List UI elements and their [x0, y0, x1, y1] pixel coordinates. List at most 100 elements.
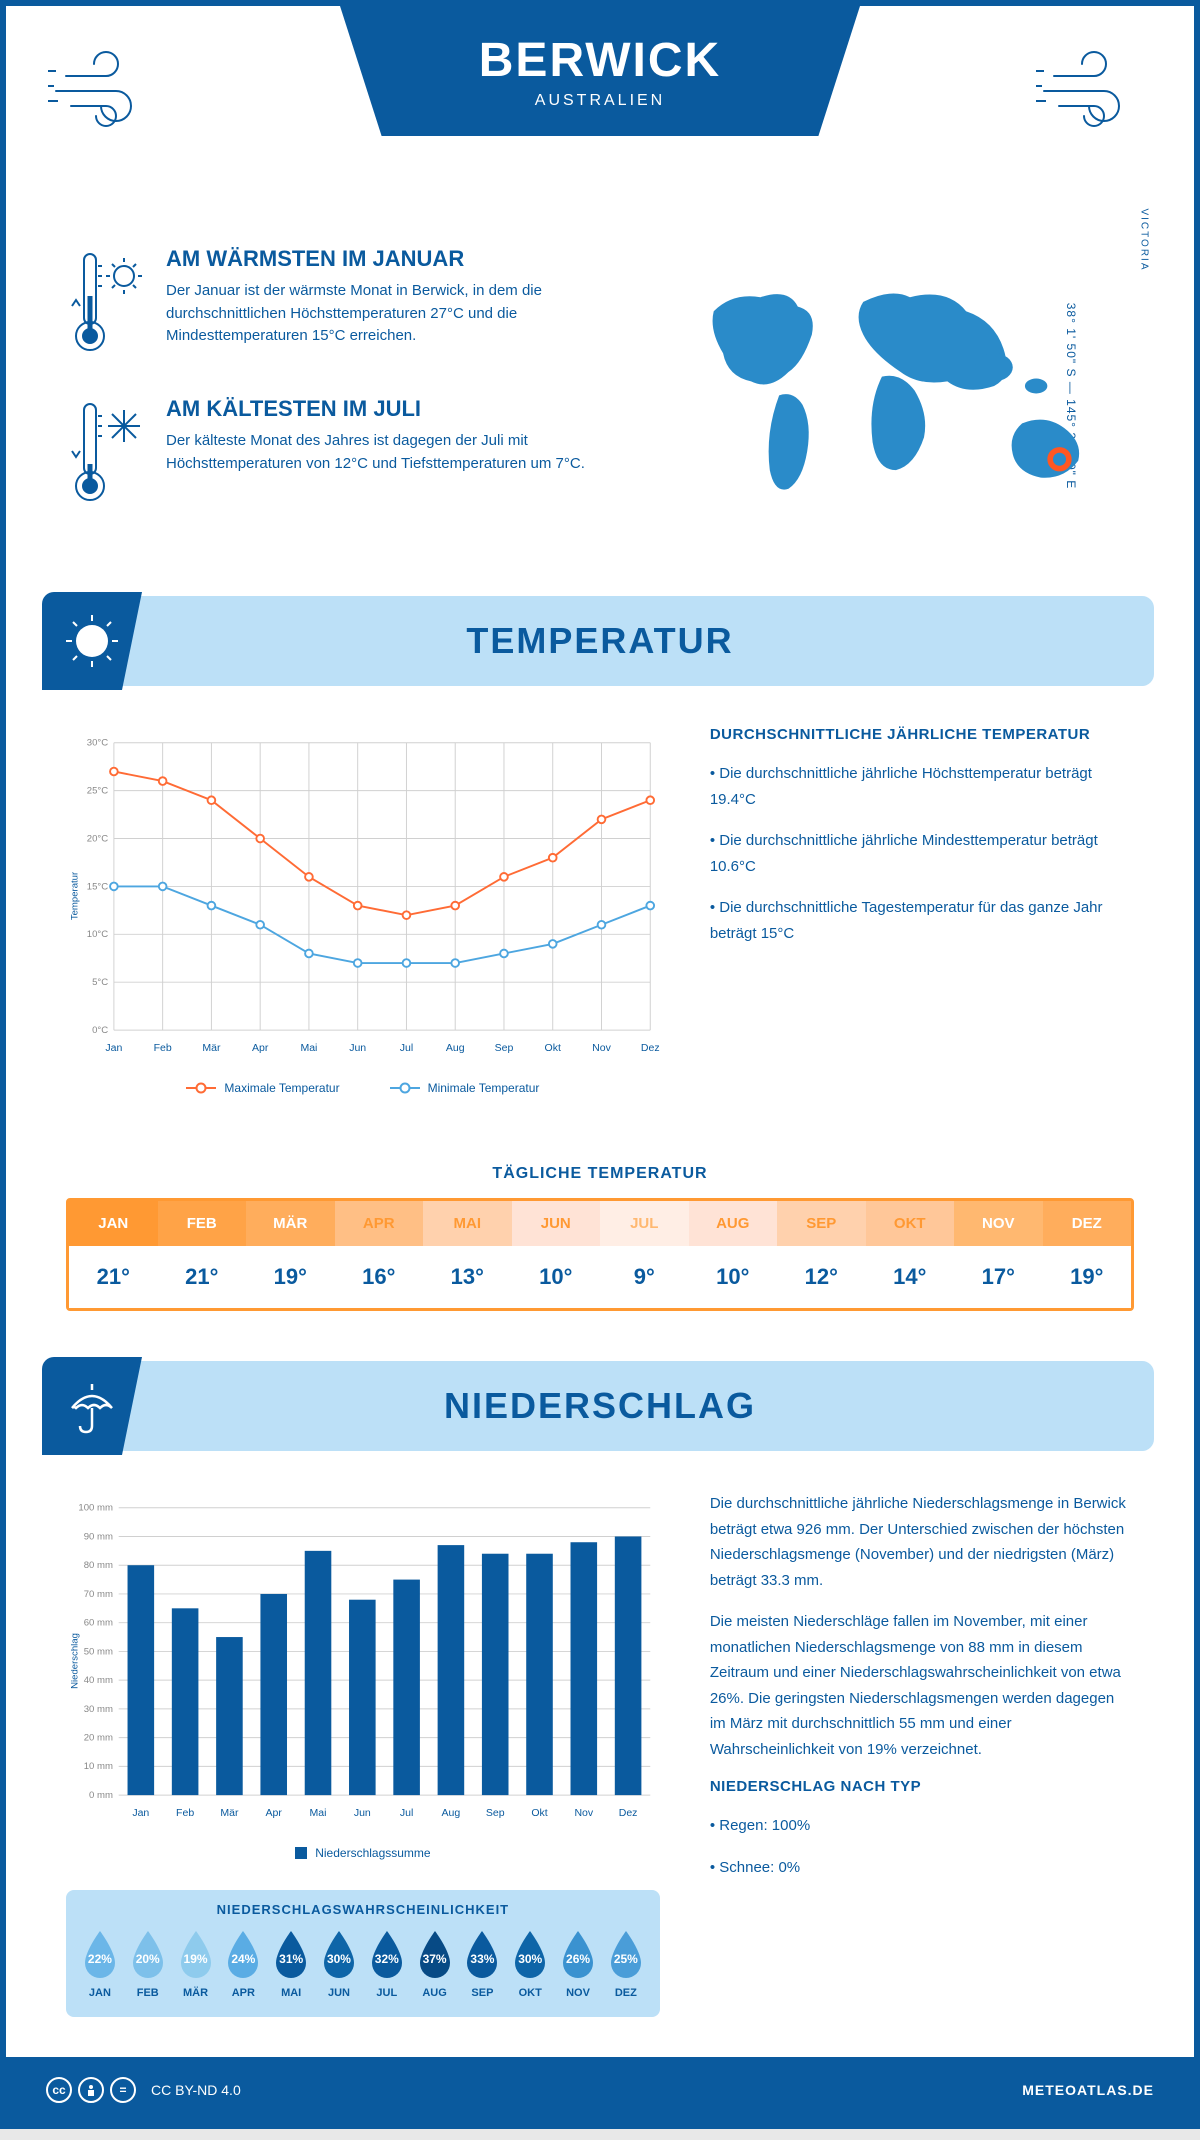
probability-item: 32% JUL [363, 1929, 411, 1999]
temp-value: 12° [777, 1246, 866, 1308]
probability-item: 20%FEB [124, 1929, 172, 1999]
svg-text:80 mm: 80 mm [84, 1560, 113, 1571]
temp-cell: JUN10° [512, 1201, 601, 1308]
map-column: VICTORIA 38° 1' 50" S — 145° 20' 50" E [667, 246, 1134, 546]
svg-text:Jun: Jun [354, 1807, 371, 1819]
drop-icon: 30% [509, 1929, 551, 1981]
svg-text:Sep: Sep [486, 1807, 505, 1819]
probability-month: MAI [267, 1987, 315, 1999]
info-title: DURCHSCHNITTLICHE JÄHRLICHE TEMPERATUR [710, 726, 1134, 743]
temperature-line-chart: 0°C5°C10°C15°C20°C25°C30°CJanFebMärAprMa… [66, 726, 660, 1066]
info-item: Die durchschnittliche Tagestemperatur fü… [710, 895, 1134, 946]
svg-text:Mai: Mai [310, 1807, 327, 1819]
probability-item: 30%OKT [506, 1929, 554, 1999]
probability-item: 19% MÄR [172, 1929, 220, 1999]
temp-cell: AUG10° [689, 1201, 778, 1308]
facts-section: AM WÄRMSTEN IM JANUAR Der Januar ist der… [6, 206, 1194, 596]
temp-month-label: DEZ [1043, 1201, 1132, 1246]
info-paragraph: Die durchschnittliche jährliche Niedersc… [710, 1491, 1134, 1593]
svg-text:30 mm: 30 mm [84, 1704, 113, 1715]
wind-icon [46, 36, 166, 141]
temp-cell: OKT14° [866, 1201, 955, 1308]
info-list: Regen: 100%Schnee: 0% [710, 1813, 1134, 1880]
temp-value: 16° [335, 1246, 424, 1308]
legend-max: Maximale Temperatur [186, 1081, 339, 1095]
probability-item: 22%JAN [76, 1929, 124, 1999]
svg-text:Jun: Jun [349, 1042, 366, 1054]
drop-icon: 32% [366, 1929, 408, 1981]
drop-icon: 25% [605, 1929, 647, 1981]
cc-icons: cc = [46, 2077, 136, 2103]
fact-description: Der Januar ist der wärmste Monat in Berw… [166, 280, 627, 348]
drop-icon: 37% [414, 1929, 456, 1981]
temp-value: 10° [689, 1246, 778, 1308]
precipitation-info: Die durchschnittliche jährliche Niedersc… [710, 1491, 1134, 2017]
site-name: METEOATLAS.DE [1022, 2082, 1154, 2098]
svg-text:15°C: 15°C [87, 881, 108, 892]
probability-row: 22%JAN20%FEB19%MÄR24%APR31%MAI30%JUN32%J… [66, 1929, 660, 1999]
svg-text:Aug: Aug [442, 1807, 461, 1819]
by-icon [78, 2077, 104, 2103]
svg-text:Feb: Feb [176, 1807, 194, 1819]
info-paragraph: Die meisten Niederschläge fallen im Nove… [710, 1609, 1134, 1762]
temp-value: 21° [69, 1246, 158, 1308]
temp-month-label: FEB [158, 1201, 247, 1246]
drop-icon: 22% [79, 1929, 121, 1981]
probability-month: FEB [124, 1987, 172, 1999]
probability-month: MÄR [172, 1987, 220, 1999]
svg-text:0 mm: 0 mm [89, 1790, 113, 1801]
svg-text:10 mm: 10 mm [84, 1761, 113, 1772]
legend-min: Minimale Temperatur [390, 1081, 540, 1095]
temp-value: 19° [246, 1246, 335, 1308]
info-list: Die durchschnittliche jährliche Höchstte… [710, 761, 1134, 946]
probability-month: JUL [363, 1987, 411, 1999]
svg-text:Mär: Mär [220, 1807, 239, 1819]
temp-value: 14° [866, 1246, 955, 1308]
temp-cell: MAI13° [423, 1201, 512, 1308]
temperature-content: 0°C5°C10°C15°C20°C25°C30°CJanFebMärAprMa… [6, 686, 1194, 1135]
svg-text:Dez: Dez [641, 1042, 660, 1054]
temp-cell: FEB21° [158, 1201, 247, 1308]
temp-month-label: JUL [600, 1201, 689, 1246]
drop-icon: 31% [270, 1929, 312, 1981]
probability-item: 33%SEP [459, 1929, 507, 1999]
city-name: BERWICK [479, 33, 721, 88]
temp-cell: DEZ19° [1043, 1201, 1132, 1308]
svg-text:25°C: 25°C [87, 786, 108, 797]
probability-item: 37%AUG [411, 1929, 459, 1999]
probability-month: JUN [315, 1987, 363, 1999]
svg-text:60 mm: 60 mm [84, 1618, 113, 1629]
temp-value: 21° [158, 1246, 247, 1308]
legend-precip: Niederschlagssumme [295, 1846, 430, 1860]
svg-text:Mär: Mär [202, 1042, 221, 1054]
svg-text:0°C: 0°C [92, 1025, 108, 1036]
svg-text:Okt: Okt [531, 1807, 547, 1819]
temp-value: 17° [954, 1246, 1043, 1308]
drop-icon: 19% [175, 1929, 217, 1981]
drop-icon: 30% [318, 1929, 360, 1981]
chart-legend: Niederschlagssumme [66, 1846, 660, 1860]
svg-text:10°C: 10°C [87, 929, 108, 940]
daily-temp-title: TÄGLICHE TEMPERATUR [6, 1165, 1194, 1183]
temp-month-label: JAN [69, 1201, 158, 1246]
fact-warmest: AM WÄRMSTEN IM JANUAR Der Januar ist der… [66, 246, 627, 361]
svg-text:Jan: Jan [132, 1807, 149, 1819]
svg-text:Apr: Apr [266, 1807, 283, 1819]
svg-text:100 mm: 100 mm [78, 1503, 113, 1514]
header-banner: BERWICK AUSTRALIEN [340, 6, 860, 136]
svg-text:90 mm: 90 mm [84, 1531, 113, 1542]
probability-month: NOV [554, 1987, 602, 1999]
svg-text:20°C: 20°C [87, 833, 108, 844]
umbrella-icon [42, 1357, 142, 1455]
svg-text:Jan: Jan [105, 1042, 122, 1054]
temp-month-label: SEP [777, 1201, 866, 1246]
svg-text:50 mm: 50 mm [84, 1646, 113, 1657]
section-banner-temperature: TEMPERATUR [46, 596, 1154, 686]
probability-month: SEP [459, 1987, 507, 1999]
fact-coldest: AM KÄLTESTEN IM JULI Der kälteste Monat … [66, 396, 627, 511]
temp-month-label: AUG [689, 1201, 778, 1246]
infographic-page: BERWICK AUSTRALIEN [0, 0, 1200, 2129]
info-item: Die durchschnittliche jährliche Höchstte… [710, 761, 1134, 812]
svg-text:Feb: Feb [154, 1042, 172, 1054]
region-label: VICTORIA [1139, 208, 1150, 271]
